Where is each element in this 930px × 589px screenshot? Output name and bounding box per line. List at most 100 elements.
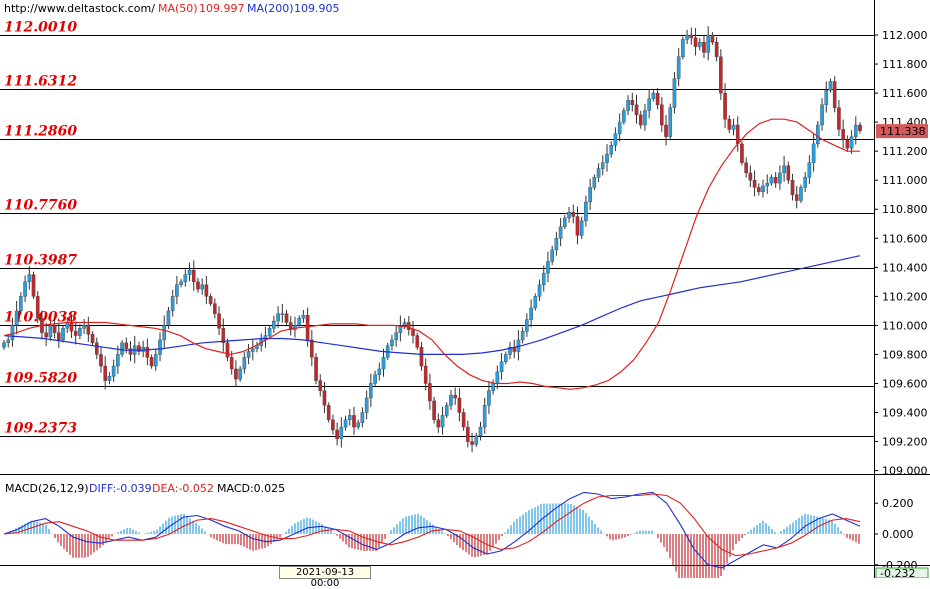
candle (837, 107, 841, 130)
candle (221, 328, 226, 344)
candle (35, 296, 40, 319)
candle (596, 168, 601, 178)
y-tick-label: 112.000 (882, 29, 928, 42)
candle (48, 325, 53, 338)
candle (428, 383, 432, 402)
candle (676, 56, 681, 79)
candle (179, 281, 183, 285)
candle (27, 274, 32, 283)
candle (697, 42, 702, 47)
candle (503, 354, 508, 362)
candle (613, 133, 618, 146)
candle (672, 78, 677, 108)
level-label: 110.7760 (4, 198, 77, 214)
candle (744, 162, 748, 174)
candle (533, 296, 538, 309)
candle (326, 405, 331, 420)
candle (238, 368, 242, 380)
candle (162, 325, 167, 341)
candle (824, 89, 829, 105)
candle (588, 187, 592, 203)
candle (52, 325, 57, 333)
candle (57, 332, 61, 341)
candle (280, 313, 285, 315)
level-label: 110.3987 (4, 253, 77, 269)
candle (832, 81, 837, 108)
candle (491, 383, 495, 391)
ma50-value: 109.997 (199, 2, 245, 15)
candle (820, 104, 824, 126)
candle (773, 177, 778, 184)
candle (660, 104, 664, 126)
candle (807, 162, 812, 178)
candle (723, 92, 727, 120)
macd-y-tick-label: 0.000 (882, 528, 914, 541)
candle (154, 354, 158, 367)
ma50-line (3, 118, 860, 390)
candle (103, 365, 108, 381)
candle (735, 124, 740, 145)
candle (752, 179, 757, 188)
candle (2, 342, 6, 348)
candle (482, 405, 487, 428)
y-tick-label: 110.400 (882, 261, 928, 274)
candle (145, 346, 150, 358)
candle (276, 313, 280, 322)
candle (124, 342, 129, 349)
current-price-tag (876, 124, 928, 139)
ma50-label: MA(50) (158, 2, 198, 15)
candle (520, 331, 525, 341)
candle (622, 110, 626, 123)
candle (170, 296, 175, 312)
candle (575, 216, 580, 236)
candle (394, 332, 398, 341)
candle (634, 104, 639, 116)
candle (310, 339, 314, 358)
candle (529, 307, 533, 320)
candle (778, 172, 782, 184)
candle (765, 182, 770, 187)
candle (609, 145, 614, 155)
macd-last-tag (875, 567, 929, 578)
candle (617, 121, 622, 134)
candle (175, 284, 179, 297)
candle (111, 365, 116, 377)
candle (343, 419, 348, 428)
candle (356, 422, 361, 428)
candle (845, 139, 850, 149)
y-tick-label: 110.000 (882, 319, 928, 332)
candle (719, 56, 723, 94)
y-tick-label: 110.600 (882, 232, 928, 245)
candle (73, 331, 78, 336)
candle (782, 165, 786, 174)
y-tick-label: 111.000 (882, 174, 928, 187)
candle (487, 390, 491, 406)
level-label: 109.5820 (4, 371, 77, 387)
candle (592, 177, 597, 188)
candle (579, 220, 584, 236)
candle (508, 346, 512, 355)
candle (373, 374, 377, 384)
macd-title: MACD(26,12,9) (5, 482, 89, 495)
candle (255, 345, 259, 349)
candle (6, 339, 11, 344)
candle (99, 354, 103, 367)
candle (196, 281, 200, 290)
candle (19, 296, 23, 312)
candle (297, 317, 301, 326)
candle (402, 322, 407, 326)
candle (322, 390, 327, 406)
candle (453, 394, 457, 399)
candle (137, 345, 141, 352)
candle (82, 325, 86, 329)
candle (727, 119, 732, 130)
candle (816, 124, 820, 145)
candle (23, 281, 27, 297)
candle (748, 172, 753, 181)
candle (141, 346, 145, 352)
candle (200, 284, 204, 290)
candle (31, 274, 36, 297)
candle (339, 426, 344, 439)
candle (655, 92, 660, 105)
